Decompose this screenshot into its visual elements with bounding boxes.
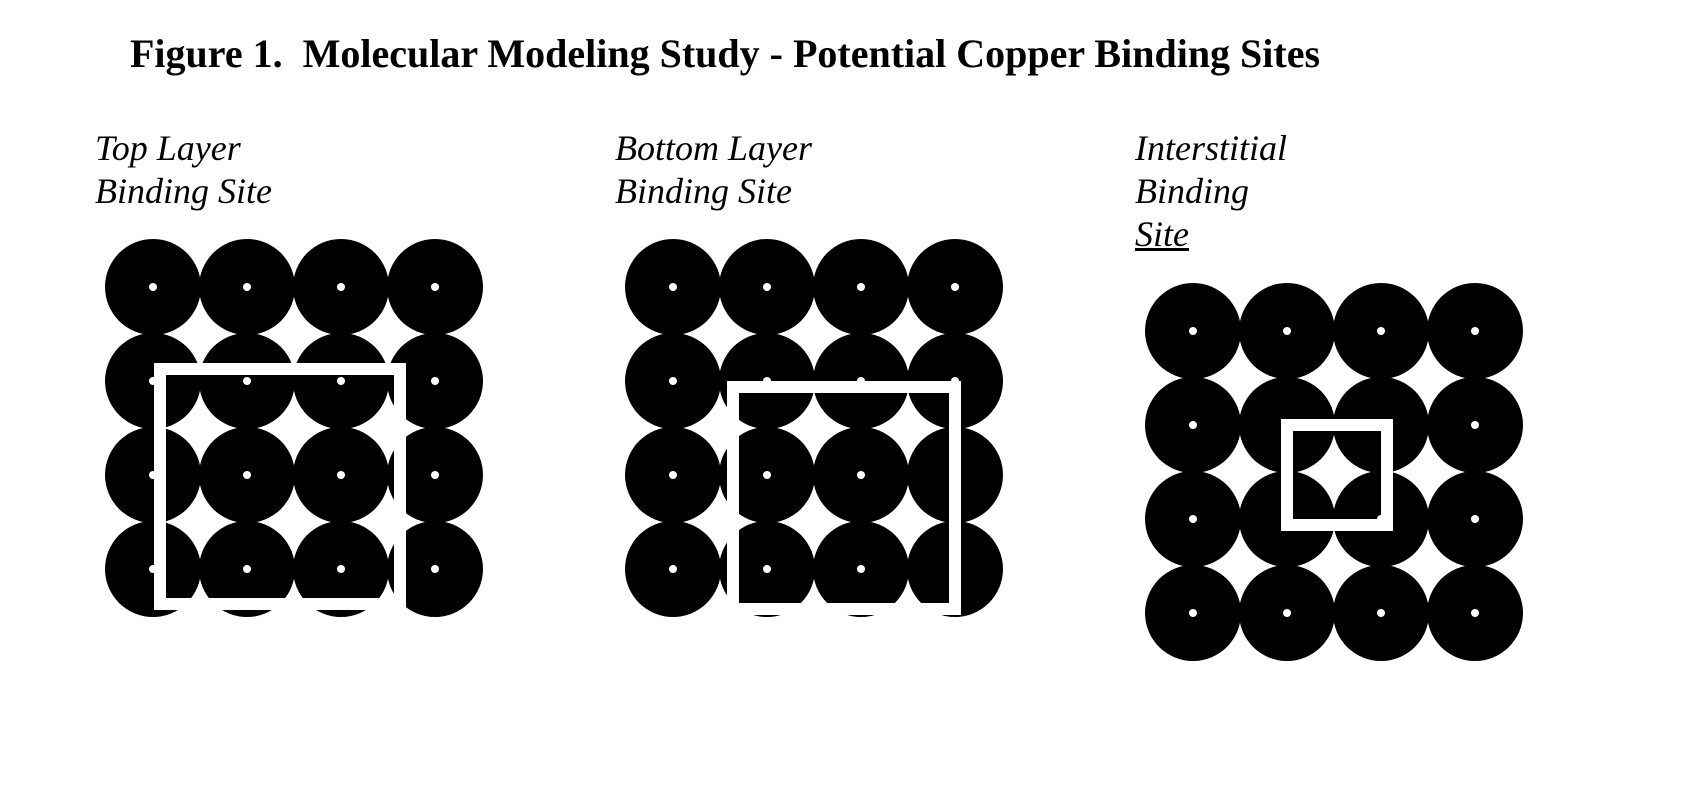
diagram-interstitial: // // // // // // // // // (1135, 273, 1535, 673)
svg-text://: // (1324, 552, 1343, 579)
svg-text://: // (710, 509, 729, 536)
panel-label-top-layer: Top LayerBinding Site (95, 127, 272, 213)
svg-text://: // (378, 321, 397, 348)
svg-text://: // (898, 509, 917, 536)
panel-label-bottom-layer: Bottom LayerBinding Site (615, 127, 812, 213)
svg-text://: // (898, 415, 917, 442)
svg-text://: // (804, 509, 823, 536)
svg-text://: // (710, 415, 729, 442)
svg-text://: // (1230, 552, 1249, 579)
panel-label-interstitial: InterstitialBindingSite (1135, 127, 1287, 257)
panel-top-layer: Top LayerBinding Site ////////////////// (95, 127, 495, 629)
diagram-top-layer: ////////////////// (95, 229, 495, 629)
svg-text://: // (284, 321, 303, 348)
panels-row: Top LayerBinding Site //////////////////… (0, 127, 1704, 673)
figure-page: Figure 1. Molecular Modeling Study - Pot… (0, 0, 1704, 673)
svg-text://: // (1418, 458, 1437, 485)
diagram-bottom-layer: // // // // // // // // // (615, 229, 1015, 629)
svg-text://: // (804, 321, 823, 348)
svg-text://: // (804, 415, 823, 442)
svg-text://: // (898, 321, 917, 348)
svg-text://: // (284, 415, 303, 442)
panel-bottom-layer: Bottom LayerBinding Site ///////////////… (615, 127, 1015, 629)
figure-title: Figure 1. Molecular Modeling Study - Pot… (0, 30, 1704, 77)
svg-text://: // (1418, 552, 1437, 579)
svg-text://: // (190, 509, 209, 536)
svg-text://: // (1230, 364, 1249, 391)
svg-text://: // (1230, 458, 1249, 485)
svg-text://: // (190, 321, 209, 348)
svg-text://: // (190, 415, 209, 442)
svg-text://: // (1324, 364, 1343, 391)
svg-text://: // (284, 509, 303, 536)
svg-text://: // (1418, 364, 1437, 391)
svg-text://: // (710, 321, 729, 348)
panel-interstitial: InterstitialBindingSite ////////////////… (1135, 127, 1535, 673)
svg-text://: // (1324, 458, 1343, 485)
